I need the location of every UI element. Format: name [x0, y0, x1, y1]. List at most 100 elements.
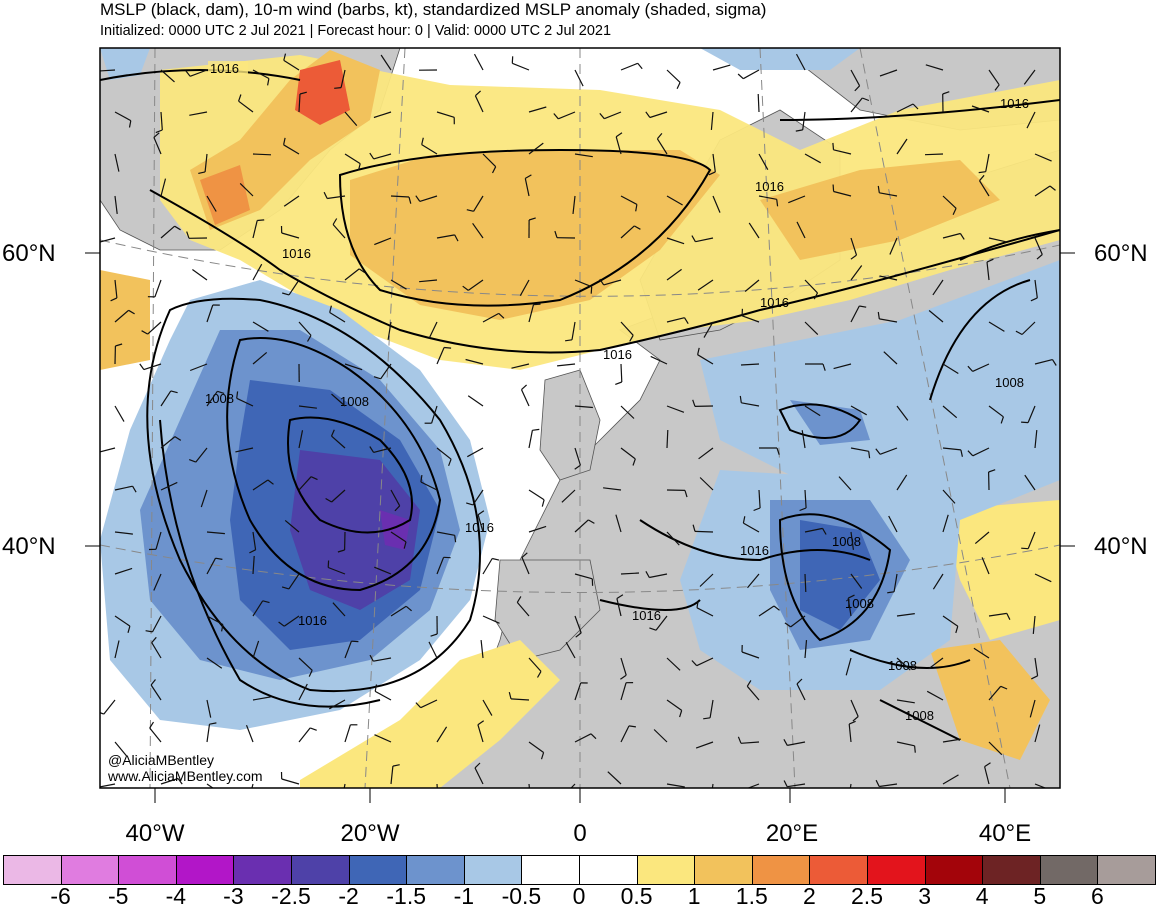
- wind-barb: [974, 531, 990, 545]
- wind-barb-feather: [257, 219, 265, 222]
- wind-barb: [804, 640, 808, 659]
- wind-barb: [477, 724, 484, 743]
- wind-barb: [561, 489, 576, 503]
- wind-barb-feather: [369, 446, 375, 453]
- wind-barb: [655, 615, 668, 631]
- isobar-label: 1008: [905, 708, 934, 723]
- wind-barb: [925, 64, 944, 71]
- wind-barb-feather: [369, 152, 375, 160]
- wind-barb: [850, 305, 860, 323]
- wind-barb: [288, 573, 300, 590]
- negative-anomaly-north-edge2: [700, 48, 860, 70]
- wind-barb: [666, 699, 683, 711]
- credit-handle: @AliciaMBentley: [108, 752, 215, 768]
- wind-barb: [802, 111, 806, 130]
- wind-barb: [972, 363, 990, 372]
- wind-barb: [436, 347, 445, 365]
- wind-barb: [616, 598, 622, 617]
- wind-barb-feather: [477, 510, 485, 516]
- wind-barb-feather: [1051, 359, 1057, 366]
- wind-barb: [741, 402, 760, 407]
- wind-barb: [697, 279, 714, 291]
- wind-barb-feather: [739, 395, 742, 403]
- negative-anomaly-poland: [790, 400, 870, 445]
- wind-barb-feather: [492, 557, 500, 561]
- isobar-label: 1016: [1000, 96, 1029, 111]
- wind-barb-feather: [565, 339, 573, 342]
- wind-barb: [557, 363, 576, 367]
- wind-barb-feather: [742, 516, 746, 524]
- wind-barb: [694, 530, 714, 533]
- wind-barb-feather: [554, 230, 558, 238]
- wind-barb-feather: [850, 254, 857, 260]
- wind-barb: [153, 137, 162, 155]
- wind-barb-feather: [408, 196, 412, 204]
- wind-barb-feather: [516, 596, 522, 603]
- wind-barb: [155, 531, 162, 550]
- wind-barb: [838, 476, 852, 491]
- wind-barb: [845, 657, 852, 676]
- wind-barb-feather: [477, 720, 485, 726]
- colorbar-swatch: [60, 855, 120, 885]
- wind-barb: [373, 447, 392, 453]
- wind-barb-feather: [267, 78, 270, 86]
- wind-barb-feather: [267, 479, 274, 485]
- wind-barb-feather: [337, 549, 345, 553]
- colorbar-swatch: [579, 855, 638, 885]
- lon-label-20e: 20°E: [765, 820, 819, 847]
- wind-barb: [942, 514, 949, 533]
- wind-barb-feather: [94, 447, 98, 453]
- wind-barb: [833, 149, 852, 155]
- wind-barb: [160, 390, 172, 407]
- wind-barb-feather: [498, 312, 505, 319]
- wind-barb-feather: [373, 376, 381, 380]
- wind-barb-feather: [540, 752, 545, 760]
- wind-barb: [984, 766, 990, 785]
- wind-barb: [620, 682, 627, 701]
- colorbar-swatch: [521, 855, 580, 885]
- wind-barb: [978, 180, 990, 197]
- wind-barb-feather: [474, 90, 482, 97]
- wind-barb-feather: [988, 469, 996, 473]
- wind-barb: [620, 725, 630, 743]
- wind-barb: [252, 351, 268, 365]
- wind-barb-feather: [914, 745, 916, 753]
- wind-barb-feather: [692, 524, 696, 532]
- wind-barb-feather: [553, 113, 559, 120]
- wind-barb: [620, 657, 627, 676]
- wind-barb-feather: [955, 626, 959, 634]
- wind-barb: [239, 182, 254, 197]
- colorbar-tick-label: -1: [453, 883, 475, 909]
- wind-barb: [850, 405, 867, 416]
- wind-barb: [741, 315, 760, 323]
- wind-barb: [571, 321, 576, 340]
- wind-barb: [114, 405, 125, 422]
- wind-barb: [252, 640, 260, 659]
- wind-barb: [804, 405, 821, 417]
- wind-barb-feather: [306, 335, 312, 342]
- wind-barb: [988, 612, 1007, 617]
- lat-label-60n-left: 60°N: [2, 240, 56, 267]
- wind-barb: [942, 615, 959, 627]
- wind-barb-feather: [1006, 613, 1011, 620]
- wind-barb-feather: [875, 779, 880, 787]
- wind-barb: [656, 138, 668, 155]
- negative-anomaly-balkans-m15: [800, 520, 880, 630]
- wind-barb-feather: [128, 309, 135, 315]
- wind-barb-feather: [174, 225, 181, 231]
- colorbar-swatch: [291, 855, 350, 885]
- isobar-label-group: 1016 1016 1016 1016 1016 1016 1016 1016 …: [205, 61, 1029, 723]
- wind-barb: [896, 699, 915, 704]
- wind-barb-feather: [852, 716, 859, 722]
- wind-barb-feather: [696, 600, 699, 608]
- wind-barb-feather: [282, 292, 290, 296]
- wind-barb: [746, 783, 760, 788]
- wind-barb: [298, 430, 304, 449]
- wind-barb: [988, 237, 1007, 243]
- wind-barb-feather: [877, 311, 880, 319]
- wind-barb-feather: [645, 571, 650, 578]
- wind-barb: [147, 321, 162, 335]
- wind-barb: [467, 279, 484, 291]
- colorbar-swatch: [924, 855, 984, 885]
- wind-barb-feather: [1036, 254, 1043, 260]
